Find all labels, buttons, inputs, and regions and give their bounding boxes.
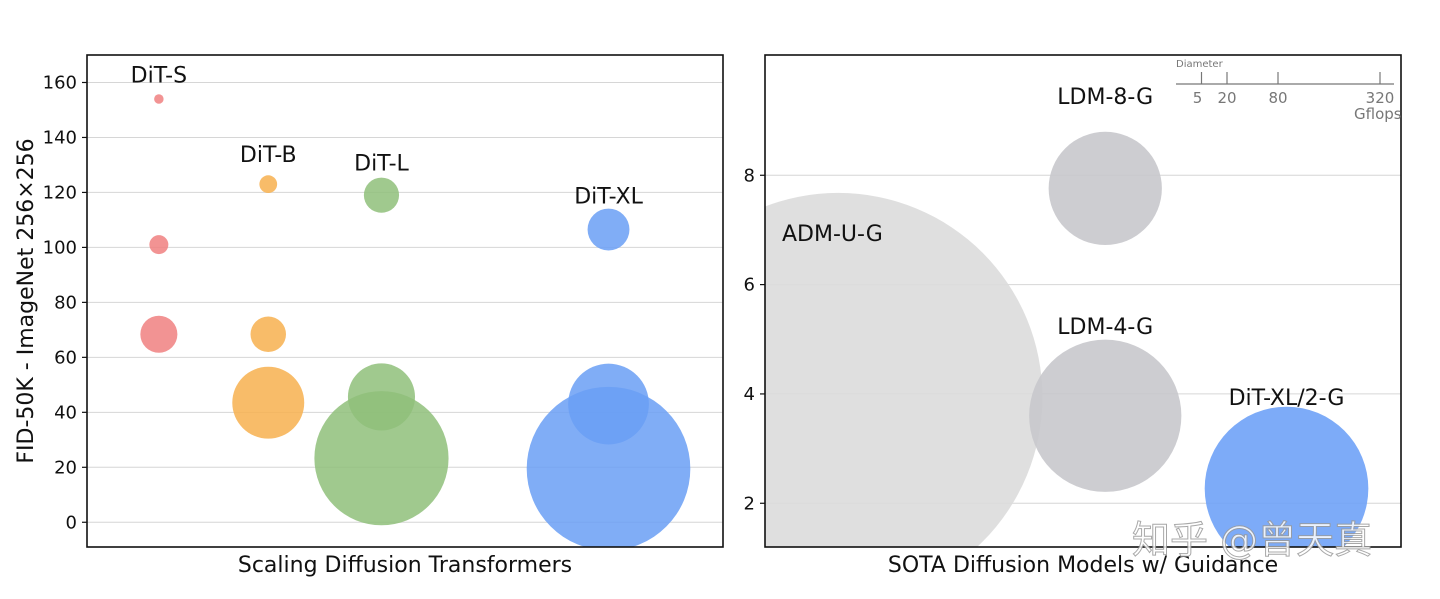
left-y-axis-label: FID-50K - ImageNet 256×256 xyxy=(14,138,39,463)
y-tick-label: 160 xyxy=(43,72,77,93)
y-tick-label: 60 xyxy=(54,347,77,368)
bubble-label-dit-xl-2-g: DiT-XL/2-G xyxy=(1229,386,1345,411)
bubble-dit-xl-2-g xyxy=(1204,406,1369,547)
size-legend-ticks: 5 20 80 320 xyxy=(1193,72,1395,107)
y-tick-label: 6 xyxy=(744,275,755,296)
bubble-label-dit-s: DiT-S xyxy=(131,63,187,88)
y-tick-label: 8 xyxy=(744,165,755,186)
bubble-dit-l-0 xyxy=(363,177,400,213)
size-legend: Diameter 5 20 80 320 Gflops xyxy=(1176,59,1402,123)
size-legend-tick-label: 80 xyxy=(1268,89,1287,107)
bubble-ldm-8-g xyxy=(1048,131,1162,246)
size-legend-tick-label: 5 xyxy=(1193,89,1203,107)
size-legend-title: Diameter xyxy=(1176,59,1224,70)
bubble-label-adm-u-g: ADM-U-G xyxy=(782,222,883,247)
y-tick-label: 120 xyxy=(43,182,77,203)
watermark-text: 知乎 @曾天真 xyxy=(1132,518,1372,562)
bubble-adm-u-g xyxy=(765,192,1043,547)
left-bubble-labels: DiT-S DiT-B DiT-L DiT-XL xyxy=(131,63,644,209)
size-legend-tick-label: 20 xyxy=(1217,89,1236,107)
left-plot-frame xyxy=(86,54,724,548)
bubble-label-ldm-8-g: LDM-8-G xyxy=(1057,85,1153,110)
y-tick-label: 2 xyxy=(744,493,755,514)
y-tick-label: 140 xyxy=(43,127,77,148)
y-tick-label: 4 xyxy=(744,384,755,405)
bubble-label-dit-l: DiT-L xyxy=(354,151,409,176)
y-tick-label: 100 xyxy=(43,237,77,258)
bubble-dit-s-1 xyxy=(149,235,169,255)
bubble-dit-b-0 xyxy=(259,175,278,194)
bubble-dit-xl-2 xyxy=(526,386,691,547)
right-plot-frame xyxy=(764,54,1402,548)
right-panel-sota-guidance: ADM-U-G LDM-8-G LDM-4-G DiT-XL/2-G 2 4 6 8 SOT… xyxy=(744,54,1402,578)
bubble-dit-l-2 xyxy=(314,391,449,526)
left-bubbles xyxy=(140,94,691,547)
right-bubble-labels: ADM-U-G LDM-8-G LDM-4-G DiT-XL/2-G xyxy=(782,85,1344,411)
right-y-ticks: 2 4 6 8 xyxy=(744,165,765,514)
size-legend-tick-label: 320 xyxy=(1366,89,1395,107)
left-y-ticks: 0 20 40 60 80 100 120 140 160 xyxy=(43,72,87,533)
right-bubbles xyxy=(765,131,1369,547)
y-tick-label: 0 xyxy=(66,512,77,533)
bubble-dit-b-2 xyxy=(232,366,305,439)
left-gridlines xyxy=(87,81,723,523)
bubble-label-dit-xl: DiT-XL xyxy=(574,184,643,209)
size-legend-unit: Gflops xyxy=(1354,105,1402,123)
bubble-label-dit-b: DiT-B xyxy=(240,143,297,168)
bubble-ldm-4-g xyxy=(1029,339,1182,492)
y-tick-label: 20 xyxy=(54,457,77,478)
bubble-label-ldm-4-g: LDM-4-G xyxy=(1057,315,1153,340)
bubble-dit-b-1 xyxy=(250,316,287,353)
bubble-dit-s-2 xyxy=(140,315,178,353)
left-x-axis-label: Scaling Diffusion Transformers xyxy=(238,553,572,578)
bubble-dit-s-0 xyxy=(154,94,164,104)
y-tick-label: 40 xyxy=(54,402,77,423)
y-tick-label: 80 xyxy=(54,292,77,313)
left-panel-scaling-dit: DiT-S DiT-B DiT-L DiT-XL 0 20 40 60 80 100 120 140… xyxy=(14,54,724,578)
right-x-axis-label: SOTA Diffusion Models w/ Guidance xyxy=(888,553,1278,578)
bubble-dit-xl-0 xyxy=(587,208,630,251)
